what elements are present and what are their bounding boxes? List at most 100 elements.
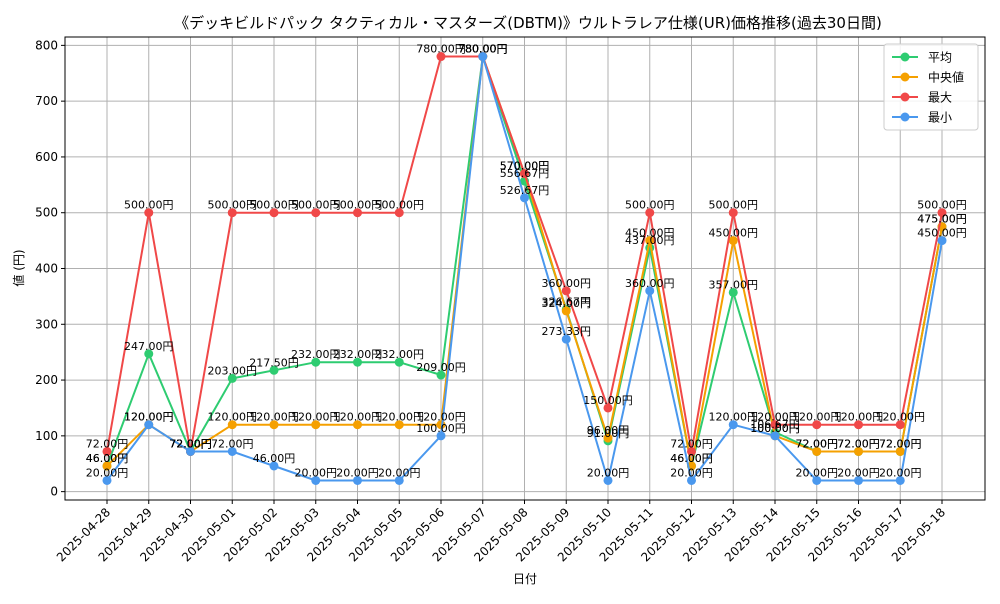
data-point	[227, 446, 237, 456]
data-point	[561, 334, 571, 344]
data-point	[645, 286, 655, 296]
data-label: 500.00円	[333, 199, 383, 212]
data-point	[854, 475, 863, 485]
data-label: 360.00円	[625, 277, 675, 290]
data-point	[269, 420, 279, 430]
data-label: 46.00円	[253, 452, 296, 465]
y-tick-label: 200	[35, 373, 58, 387]
data-label: 475.00円	[917, 213, 967, 226]
data-label: 46.00円	[670, 452, 713, 465]
data-label: 106.67円	[750, 418, 800, 431]
y-tick-label: 700	[35, 94, 58, 108]
data-label: 360.00円	[542, 277, 592, 290]
data-label: 500.00円	[249, 199, 299, 212]
data-label: 72.00円	[796, 437, 839, 450]
data-point	[436, 370, 446, 380]
data-point	[353, 357, 362, 367]
data-point	[812, 446, 822, 456]
data-label: 120.00円	[291, 411, 341, 424]
data-point	[603, 475, 613, 485]
data-point	[353, 475, 362, 485]
data-label: 150.00円	[583, 394, 633, 407]
data-label: 96.00円	[587, 424, 630, 437]
data-label: 72.00円	[86, 437, 129, 450]
data-label: 500.00円	[208, 199, 258, 212]
data-point	[561, 306, 571, 316]
data-label: 91.00円	[587, 427, 630, 440]
legend-label: 平均	[928, 51, 952, 65]
data-label: 570.00円	[500, 160, 550, 173]
data-label: 100.00円	[750, 422, 800, 435]
data-label: 475.00円	[917, 213, 967, 226]
data-point	[144, 349, 154, 359]
data-label: 500.00円	[625, 199, 675, 212]
data-label: 20.00円	[336, 466, 379, 479]
data-point	[227, 373, 237, 383]
data-label: 20.00円	[295, 466, 338, 479]
data-point	[812, 420, 822, 430]
y-tick-label: 0	[50, 485, 58, 499]
data-label: 120.00円	[834, 411, 884, 424]
data-label: 120.00円	[208, 411, 258, 424]
data-point	[645, 236, 655, 246]
data-label: 72.00円	[837, 437, 880, 450]
data-label: 46.00円	[86, 452, 129, 465]
data-point	[520, 193, 529, 203]
data-label: 120.00円	[124, 411, 174, 424]
series-3	[102, 52, 947, 485]
series-2	[102, 52, 947, 456]
data-label: 780.00円	[416, 43, 466, 56]
data-label: 72.00円	[879, 437, 922, 450]
data-point	[311, 357, 321, 367]
data-label: 120.00円	[750, 411, 800, 424]
data-label: 120.00円	[375, 411, 425, 424]
data-point	[603, 433, 613, 443]
legend-item: 中央値	[892, 70, 964, 85]
y-tick-label: 100	[35, 429, 58, 443]
data-label: 120.00円	[416, 411, 466, 424]
data-label: 72.00円	[169, 437, 212, 450]
data-point	[770, 420, 780, 430]
data-label: 72.00円	[211, 437, 254, 450]
data-label: 780.00円	[458, 43, 508, 56]
data-label: 72.00円	[837, 437, 880, 450]
data-label: 120.00円	[876, 411, 926, 424]
data-point	[102, 446, 112, 456]
data-point	[311, 208, 321, 218]
data-point	[227, 208, 237, 218]
data-point	[269, 365, 279, 375]
data-label: 100.00円	[750, 422, 800, 435]
data-point	[436, 52, 446, 62]
data-point	[353, 208, 362, 218]
data-label: 217.50円	[249, 356, 299, 369]
legend-marker	[900, 112, 910, 122]
data-label: 500.00円	[291, 199, 341, 212]
data-point	[645, 208, 655, 218]
data-label: 20.00円	[837, 466, 880, 479]
data-label: 72.00円	[879, 437, 922, 450]
data-point	[728, 420, 738, 430]
legend-marker	[900, 72, 910, 82]
data-label: 232.00円	[333, 348, 383, 361]
data-label: 326.67円	[542, 295, 592, 308]
data-label: 72.00円	[169, 437, 212, 450]
data-point	[728, 208, 738, 218]
data-label: 450.00円	[709, 227, 759, 240]
data-label: 232.00円	[375, 348, 425, 361]
data-point	[186, 446, 195, 456]
data-label: 273.33円	[542, 325, 592, 338]
data-label: 100.00円	[416, 422, 466, 435]
legend-box	[883, 43, 979, 131]
data-label: 120.00円	[333, 411, 383, 424]
data-point	[394, 475, 404, 485]
data-point	[394, 208, 404, 218]
data-point	[520, 169, 529, 179]
y-tick-label: 300	[35, 317, 58, 331]
data-label: 120.00円	[124, 411, 174, 424]
data-point	[269, 208, 279, 218]
data-label: 20.00円	[378, 466, 421, 479]
data-label: 209.00円	[416, 361, 466, 374]
y-tick-label: 600	[35, 150, 58, 164]
data-point	[895, 420, 905, 430]
